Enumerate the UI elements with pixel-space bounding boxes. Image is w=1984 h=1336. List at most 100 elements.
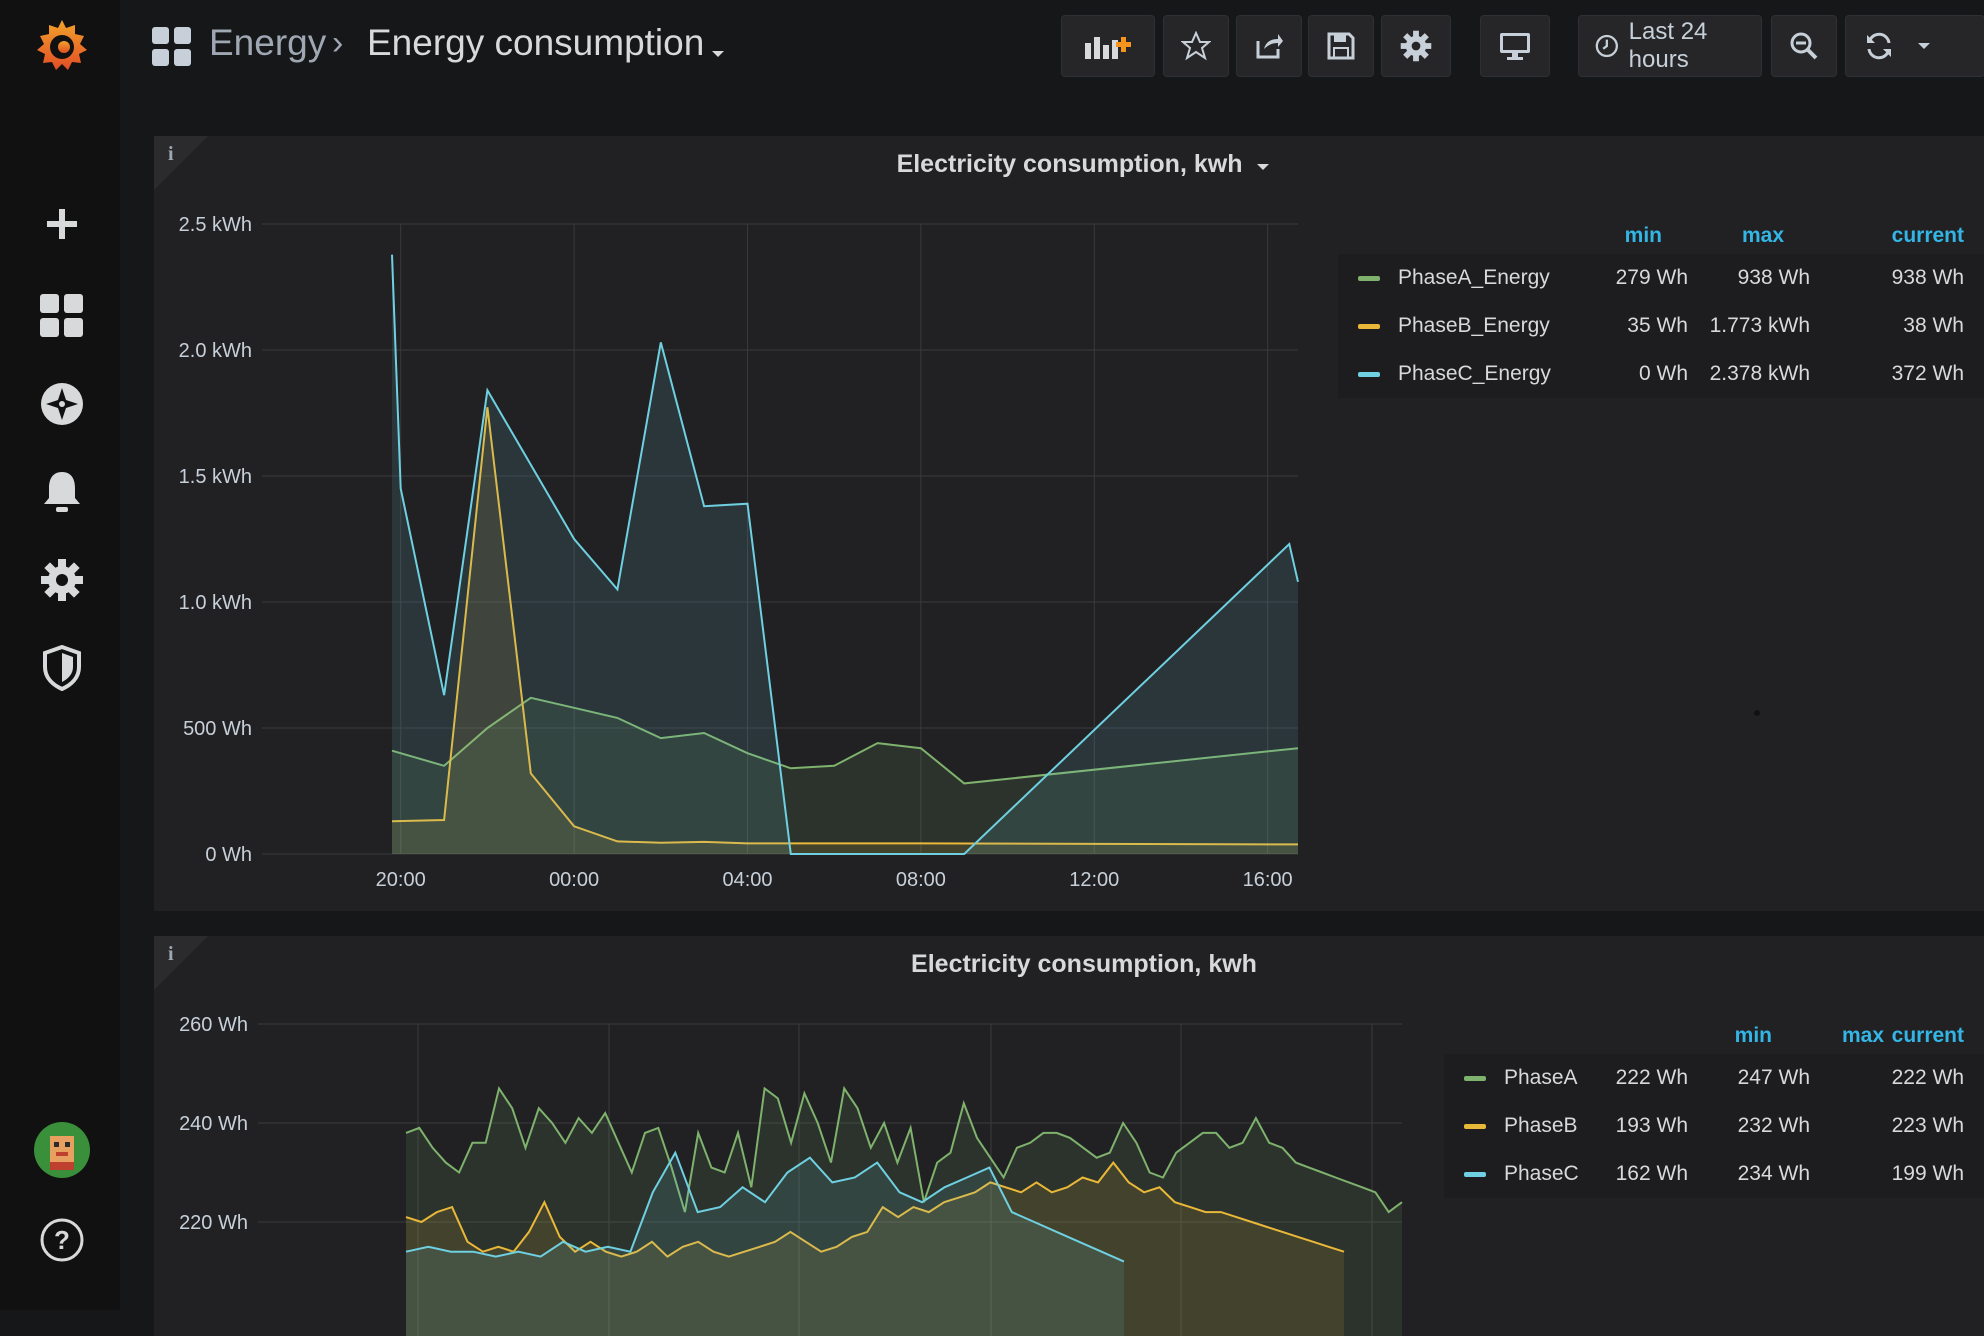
legend-header-min[interactable]: min xyxy=(1734,1024,1772,1047)
legend-series-name[interactable]: PhaseC xyxy=(1504,1162,1579,1185)
share-icon xyxy=(1256,34,1283,59)
series-area-phaseb xyxy=(406,1162,1344,1336)
legend-color-swatch[interactable] xyxy=(1358,276,1380,281)
time-range-picker[interactable]: Last 24 hours xyxy=(1578,15,1762,77)
legend-color-swatch[interactable] xyxy=(1358,372,1380,377)
series-line-phasea_energy xyxy=(391,696,1299,785)
legend-color-swatch[interactable] xyxy=(1464,1124,1486,1129)
legend-max-value: 2.378 kWh xyxy=(1709,362,1810,385)
series-line-phasec xyxy=(405,1150,1125,1263)
dashboards-grid-icon[interactable] xyxy=(30,284,94,348)
legend-row-phasec[interactable]: PhaseC 162 Wh 234 Wh 199 Wh xyxy=(1444,1150,1984,1198)
explore-compass-icon[interactable] xyxy=(30,372,94,436)
series-area-phaseb_energy xyxy=(392,407,1298,854)
legend-max-value: 234 Wh xyxy=(1737,1162,1810,1185)
y-tick-label: 2.0 kWh xyxy=(179,340,252,362)
legend-max-value: 247 Wh xyxy=(1737,1066,1810,1089)
panel-title-text[interactable]: Electricity consumption, kwh xyxy=(896,150,1243,178)
x-tick-label: 20:00 xyxy=(376,869,426,891)
legend-series-name[interactable]: PhaseC_Energy xyxy=(1398,362,1551,385)
x-tick-label: 12:00 xyxy=(1069,869,1119,891)
series-line-phaseb xyxy=(405,1160,1345,1258)
legend-header-max[interactable]: max xyxy=(1841,1024,1884,1047)
add-panel-icon xyxy=(1085,37,1131,59)
zoom-out-icon xyxy=(1790,32,1818,60)
x-tick-label: 08:00 xyxy=(896,869,946,891)
svg-text:i: i xyxy=(168,943,174,965)
series-line-phaseb_energy xyxy=(391,407,1299,846)
legend-current-value: 222 Wh xyxy=(1891,1066,1964,1089)
legend-current-value: 199 Wh xyxy=(1891,1162,1964,1185)
legend-min-value: 162 Wh xyxy=(1615,1162,1688,1185)
panel-title[interactable]: Electricity consumption, kwh xyxy=(154,950,1984,979)
panel-menu-caret-icon[interactable] xyxy=(1255,162,1271,172)
settings-gear-icon xyxy=(1400,30,1432,62)
legend-row-phaseb[interactable]: PhaseB 193 Wh 232 Wh 223 Wh xyxy=(1444,1102,1984,1150)
legend-row-phaseb-energy[interactable]: PhaseB_Energy 35 Wh 1.773 kWh 38 Wh xyxy=(1338,302,1984,350)
x-tick-label: 16:00 xyxy=(1243,869,1293,891)
legend-series-name[interactable]: PhaseA_Energy xyxy=(1398,266,1550,289)
legend-row-phasea-energy[interactable]: PhaseA_Energy 279 Wh 938 Wh 938 Wh xyxy=(1338,254,1984,302)
legend-series-name[interactable]: PhaseB_Energy xyxy=(1398,314,1550,337)
legend-series-name[interactable]: PhaseA xyxy=(1504,1066,1578,1089)
star-dashboard-button[interactable] xyxy=(1163,15,1229,77)
panel-title-text[interactable]: Electricity consumption, kwh xyxy=(911,950,1257,978)
user-avatar[interactable] xyxy=(30,1118,94,1182)
save-icon xyxy=(1327,32,1355,60)
view-mode-tv-button[interactable] xyxy=(1480,15,1550,77)
legend-min-value: 222 Wh xyxy=(1615,1066,1688,1089)
legend-color-swatch[interactable] xyxy=(1464,1076,1486,1081)
help-icon[interactable]: ? xyxy=(30,1208,94,1272)
legend-series-name[interactable]: PhaseB xyxy=(1504,1114,1578,1137)
series-area-phasea_energy xyxy=(392,697,1298,854)
zoom-out-button[interactable] xyxy=(1771,15,1837,77)
legend-color-swatch[interactable] xyxy=(1358,324,1380,329)
star-icon xyxy=(1181,31,1211,61)
panel-info-corner-icon[interactable]: i xyxy=(154,136,208,195)
energy-area-chart[interactable]: 0 Wh 500 Wh 1.0 kWh 1.5 kWh 2.0 kWh 2.5 kWh 20… xyxy=(154,136,1304,911)
series-area-phasec xyxy=(406,1152,1124,1336)
legend-header-max[interactable]: max xyxy=(1741,224,1784,247)
breadcrumb-folder-link[interactable]: Energy xyxy=(209,22,327,63)
refresh-icon xyxy=(1867,32,1891,60)
share-dashboard-button[interactable] xyxy=(1236,15,1302,77)
legend-current-value: 372 Wh xyxy=(1891,362,1964,385)
clock-icon xyxy=(1595,34,1618,58)
svg-text:?: ? xyxy=(54,1225,70,1255)
legend-header-min[interactable]: min xyxy=(1624,224,1662,247)
panel-info-corner-icon[interactable]: i xyxy=(154,936,208,995)
dashboard-title[interactable]: Energy consumption xyxy=(367,22,705,63)
refresh-button[interactable] xyxy=(1845,15,1984,77)
legend-min-value: 0 Wh xyxy=(1638,362,1688,385)
y-tick-label: 1.0 kWh xyxy=(179,592,252,614)
add-panel-button[interactable] xyxy=(1061,15,1155,77)
dashboard-settings-button[interactable] xyxy=(1381,15,1451,77)
panel-electricity-consumption-1: i Electricity consumption, kwh 0 Wh 500 W… xyxy=(154,136,1984,911)
legend-row-phasea[interactable]: PhaseA 222 Wh 247 Wh 222 Wh xyxy=(1444,1054,1984,1102)
legend-min-value: 35 Wh xyxy=(1627,314,1688,337)
legend-row-phasec-energy[interactable]: PhaseC_Energy 0 Wh 2.378 kWh 372 Wh xyxy=(1338,350,1984,398)
legend-color-swatch[interactable] xyxy=(1464,1172,1486,1177)
save-dashboard-button[interactable] xyxy=(1308,15,1374,77)
legend-header-current[interactable]: current xyxy=(1891,224,1964,247)
y-tick-label: 2.5 kWh xyxy=(179,214,252,236)
panel-title[interactable]: Electricity consumption, kwh xyxy=(154,150,1984,179)
sidebar: ? xyxy=(0,0,120,1310)
dashboard-title-caret-icon[interactable] xyxy=(710,46,726,64)
series-area-phasec_energy xyxy=(392,254,1298,854)
grafana-logo-icon[interactable] xyxy=(30,14,94,78)
panel-electricity-consumption-2: i Electricity consumption, kwh 260 Wh 240… xyxy=(154,936,1984,1336)
create-plus-icon[interactable] xyxy=(30,192,94,256)
y-tick-label: 240 Wh xyxy=(179,1113,248,1135)
y-tick-label: 500 Wh xyxy=(183,718,252,740)
legend-current-value: 38 Wh xyxy=(1903,314,1964,337)
server-admin-shield-icon[interactable] xyxy=(30,636,94,700)
dashboard-apps-icon[interactable] xyxy=(152,27,192,72)
configuration-gear-icon[interactable] xyxy=(30,548,94,612)
x-tick-label: 04:00 xyxy=(722,869,772,891)
x-tick-label: 00:00 xyxy=(549,869,599,891)
phase-power-area-chart[interactable]: 260 Wh 240 Wh 220 Wh xyxy=(154,936,1414,1336)
alerting-bell-icon[interactable] xyxy=(30,460,94,524)
legend-header-current[interactable]: current xyxy=(1891,1024,1964,1047)
svg-text:i: i xyxy=(168,143,174,165)
